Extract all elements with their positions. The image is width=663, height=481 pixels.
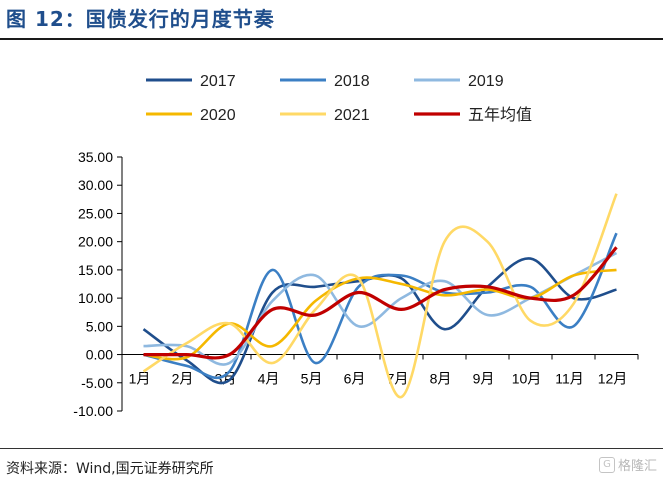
watermark-logo-icon: G — [598, 456, 615, 473]
title-rule — [0, 38, 663, 40]
x-tick-label: 10月 — [512, 371, 542, 387]
x-tick-label: 2月 — [172, 371, 194, 387]
y-tick-label: -5.00 — [81, 375, 113, 391]
chart-legend: 2017 2018 2019 2020 2021 五年均值 — [146, 73, 532, 124]
series-line-6 — [143, 246, 618, 360]
legend-label: 2020 — [200, 107, 236, 124]
legend-label: 五年均值 — [468, 106, 532, 124]
legend-label: 2017 — [200, 73, 236, 90]
y-tick-label: -10.00 — [73, 403, 113, 419]
x-tick-label: 6月 — [344, 371, 366, 387]
series-line-5 — [142, 193, 618, 399]
y-tick-label: 0.00 — [86, 347, 113, 363]
chart-axes: 35.00 30.00 25.00 20.00 15.00 10.00 5.00 0.00 -5… — [73, 149, 639, 419]
y-tick-label: 5.00 — [86, 318, 113, 334]
x-tick-label: 9月 — [473, 371, 495, 387]
y-tick-label: 15.00 — [78, 262, 113, 278]
x-tick-label: 11月 — [555, 371, 584, 387]
source-rule — [0, 448, 663, 449]
series-line-1 — [142, 257, 617, 385]
y-tick-label: 10.00 — [78, 290, 113, 306]
legend-label: 2018 — [334, 73, 370, 90]
legend-label: 2021 — [334, 107, 370, 124]
chart-plot-area — [142, 193, 618, 399]
source-note: 资料来源：Wind,国元证券研究所 — [6, 461, 214, 477]
x-tick-label: 5月 — [301, 371, 323, 387]
x-tick-label: 7月 — [387, 371, 409, 387]
x-tick-label: 1月 — [129, 371, 151, 387]
watermark-text: 格隆汇 — [617, 459, 657, 474]
x-tick-label: 12月 — [598, 371, 628, 387]
figure-title: 图 12：国债发行的月度节奏 — [6, 7, 275, 31]
x-tick-label: 4月 — [258, 371, 280, 387]
line-chart: 2017 2018 2019 2020 2021 五年均值 35.00 30.00 25.00… — [73, 73, 639, 419]
legend-label: 2019 — [468, 73, 504, 90]
x-tick-label: 8月 — [430, 371, 452, 387]
y-tick-label: 25.00 — [78, 205, 113, 221]
y-tick-label: 30.00 — [78, 177, 113, 193]
y-tick-label: 35.00 — [78, 149, 113, 165]
y-tick-label: 20.00 — [78, 234, 113, 250]
watermark: G 格隆汇 — [598, 455, 657, 474]
